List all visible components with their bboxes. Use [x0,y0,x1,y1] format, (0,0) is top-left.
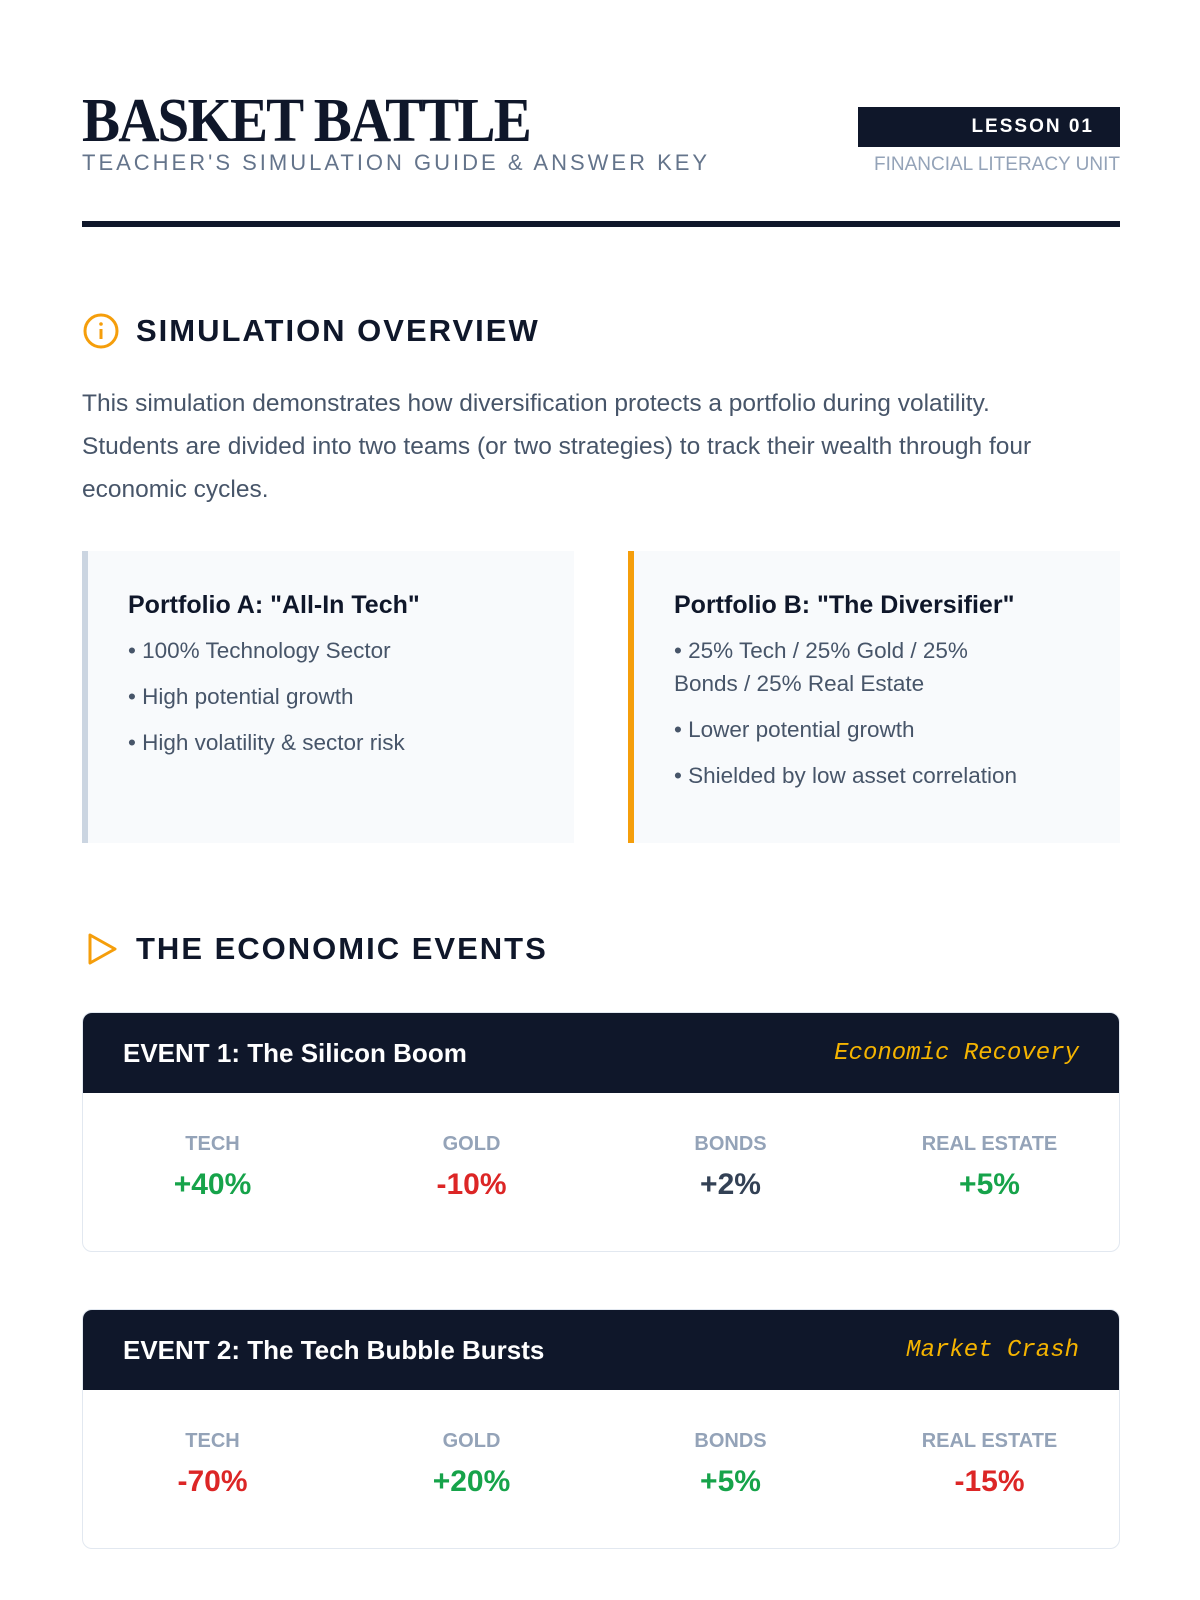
event-body: TECH -70% GOLD +20% BONDS +5% REAL ESTATE -1… [83,1390,1119,1499]
asset-label: REAL ESTATE [921,1430,1058,1452]
asset-gold: GOLD +20% [342,1430,601,1499]
asset-value: +5% [700,1465,761,1498]
asset-label: GOLD [442,1430,501,1452]
portfolio-b-card: Portfolio B: "The Diversifier" 25% Tech … [628,551,1120,843]
event-body: TECH +40% GOLD -10% BONDS +2% REAL ESTATE +5… [83,1093,1119,1202]
asset-value: +20% [432,1465,511,1498]
asset-value: +40% [173,1168,252,1201]
section-title: SIMULATION OVERVIEW [136,313,540,348]
event-title: EVENT 2: The Tech Bubble Bursts [123,1334,545,1365]
portfolio-list: 100% Technology Sector High potential gr… [128,634,534,759]
portfolio-a-card: Portfolio A: "All-In Tech" 100% Technolo… [82,551,574,843]
event-tag: Economic Recovery [834,1039,1079,1067]
event-title: EVENT 1: The Silicon Boom [123,1037,467,1068]
asset-tech: TECH +40% [83,1133,342,1202]
asset-gold: GOLD -10% [342,1133,601,1202]
asset-label: BONDS [694,1430,767,1452]
asset-label: REAL ESTATE [921,1133,1058,1155]
lesson-badge: LESSON 01 [858,107,1120,147]
asset-label: TECH [185,1133,240,1155]
asset-real-estate: REAL ESTATE -15% [860,1430,1119,1499]
asset-bonds: BONDS +5% [601,1430,860,1499]
header: BASKET BATTLE TEACHER'S SIMULATION GUIDE… [82,88,1120,228]
list-item: Shielded by low asset correlation [674,759,1034,792]
event-tag: Market Crash [906,1336,1079,1364]
info-icon [83,313,119,349]
event-card: EVENT 2: The Tech Bubble Bursts Market C… [82,1309,1120,1549]
unit-label: FINANCIAL LITERACY UNIT [874,154,1120,175]
asset-label: GOLD [442,1133,501,1155]
list-item: 25% Tech / 25% Gold / 25% Bonds / 25% Re… [674,634,1034,700]
list-item: High potential growth [128,680,534,713]
asset-label: TECH [185,1430,240,1452]
asset-label: BONDS [694,1133,767,1155]
portfolio-title: Portfolio B: "The Diversifier" [674,591,1015,619]
asset-tech: TECH -70% [83,1430,342,1499]
page-title: BASKET BATTLE [82,87,532,155]
header-divider [82,221,1120,227]
asset-bonds: BONDS +2% [601,1133,860,1202]
asset-value: -70% [177,1465,248,1498]
events-heading: THE ECONOMIC EVENTS [82,930,548,968]
page-subtitle: TEACHER'S SIMULATION GUIDE & ANSWER KEY [82,150,711,175]
event-card: EVENT 1: The Silicon Boom Economic Recov… [82,1012,1120,1252]
list-item: High volatility & sector risk [128,726,534,759]
overview-heading: SIMULATION OVERVIEW [82,312,540,350]
event-header: EVENT 2: The Tech Bubble Bursts Market C… [83,1310,1119,1390]
asset-value: +5% [959,1168,1020,1201]
play-icon [88,933,117,965]
section-title: THE ECONOMIC EVENTS [136,931,548,966]
event-header: EVENT 1: The Silicon Boom Economic Recov… [83,1013,1119,1093]
asset-value: +2% [700,1168,761,1201]
asset-value: -10% [436,1168,507,1201]
asset-value: -15% [954,1465,1025,1498]
list-item: 100% Technology Sector [128,634,534,667]
overview-text: This simulation demonstrates how diversi… [82,390,1032,503]
list-item: Lower potential growth [674,713,1034,746]
portfolio-list: 25% Tech / 25% Gold / 25% Bonds / 25% Re… [674,634,1034,792]
asset-real-estate: REAL ESTATE +5% [860,1133,1119,1202]
portfolio-title: Portfolio A: "All-In Tech" [128,591,420,619]
